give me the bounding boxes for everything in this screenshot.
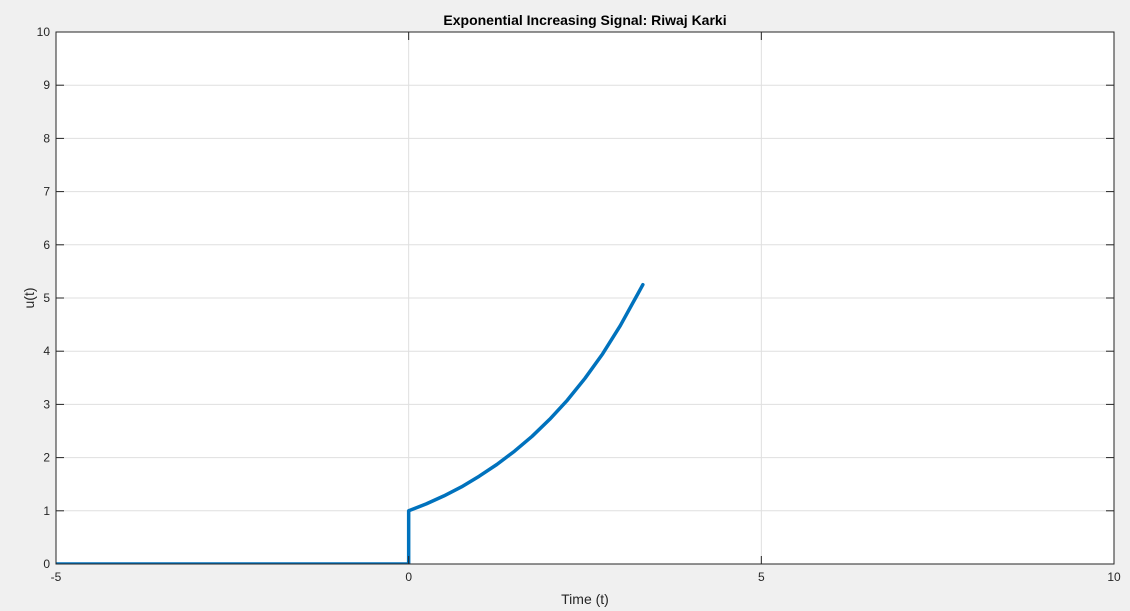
y-tick-label: 5 bbox=[43, 291, 50, 305]
y-tick-label: 4 bbox=[43, 344, 50, 358]
y-tick-label: 1 bbox=[43, 504, 50, 518]
x-tick-label: -5 bbox=[51, 570, 62, 584]
chart-title: Exponential Increasing Signal: Riwaj Kar… bbox=[443, 12, 726, 28]
axis-layer bbox=[55, 31, 1115, 565]
y-tick-label: 10 bbox=[37, 25, 51, 39]
y-tick-label: 2 bbox=[43, 451, 50, 465]
y-tick-label: 9 bbox=[43, 78, 50, 92]
y-tick-label: 6 bbox=[43, 238, 50, 252]
y-axis-label: u(t) bbox=[21, 288, 37, 309]
x-axis-label: Time (t) bbox=[561, 591, 609, 607]
y-tick-label: 0 bbox=[43, 557, 50, 571]
x-tick-label: 10 bbox=[1107, 570, 1121, 584]
y-tick-label: 3 bbox=[43, 397, 50, 411]
x-tick-label: 5 bbox=[758, 570, 765, 584]
x-tick-label: 0 bbox=[405, 570, 412, 584]
series-layer bbox=[56, 282, 645, 564]
y-tick-label: 8 bbox=[43, 131, 50, 145]
y-tick-label: 7 bbox=[43, 185, 50, 199]
series-line bbox=[56, 282, 645, 564]
